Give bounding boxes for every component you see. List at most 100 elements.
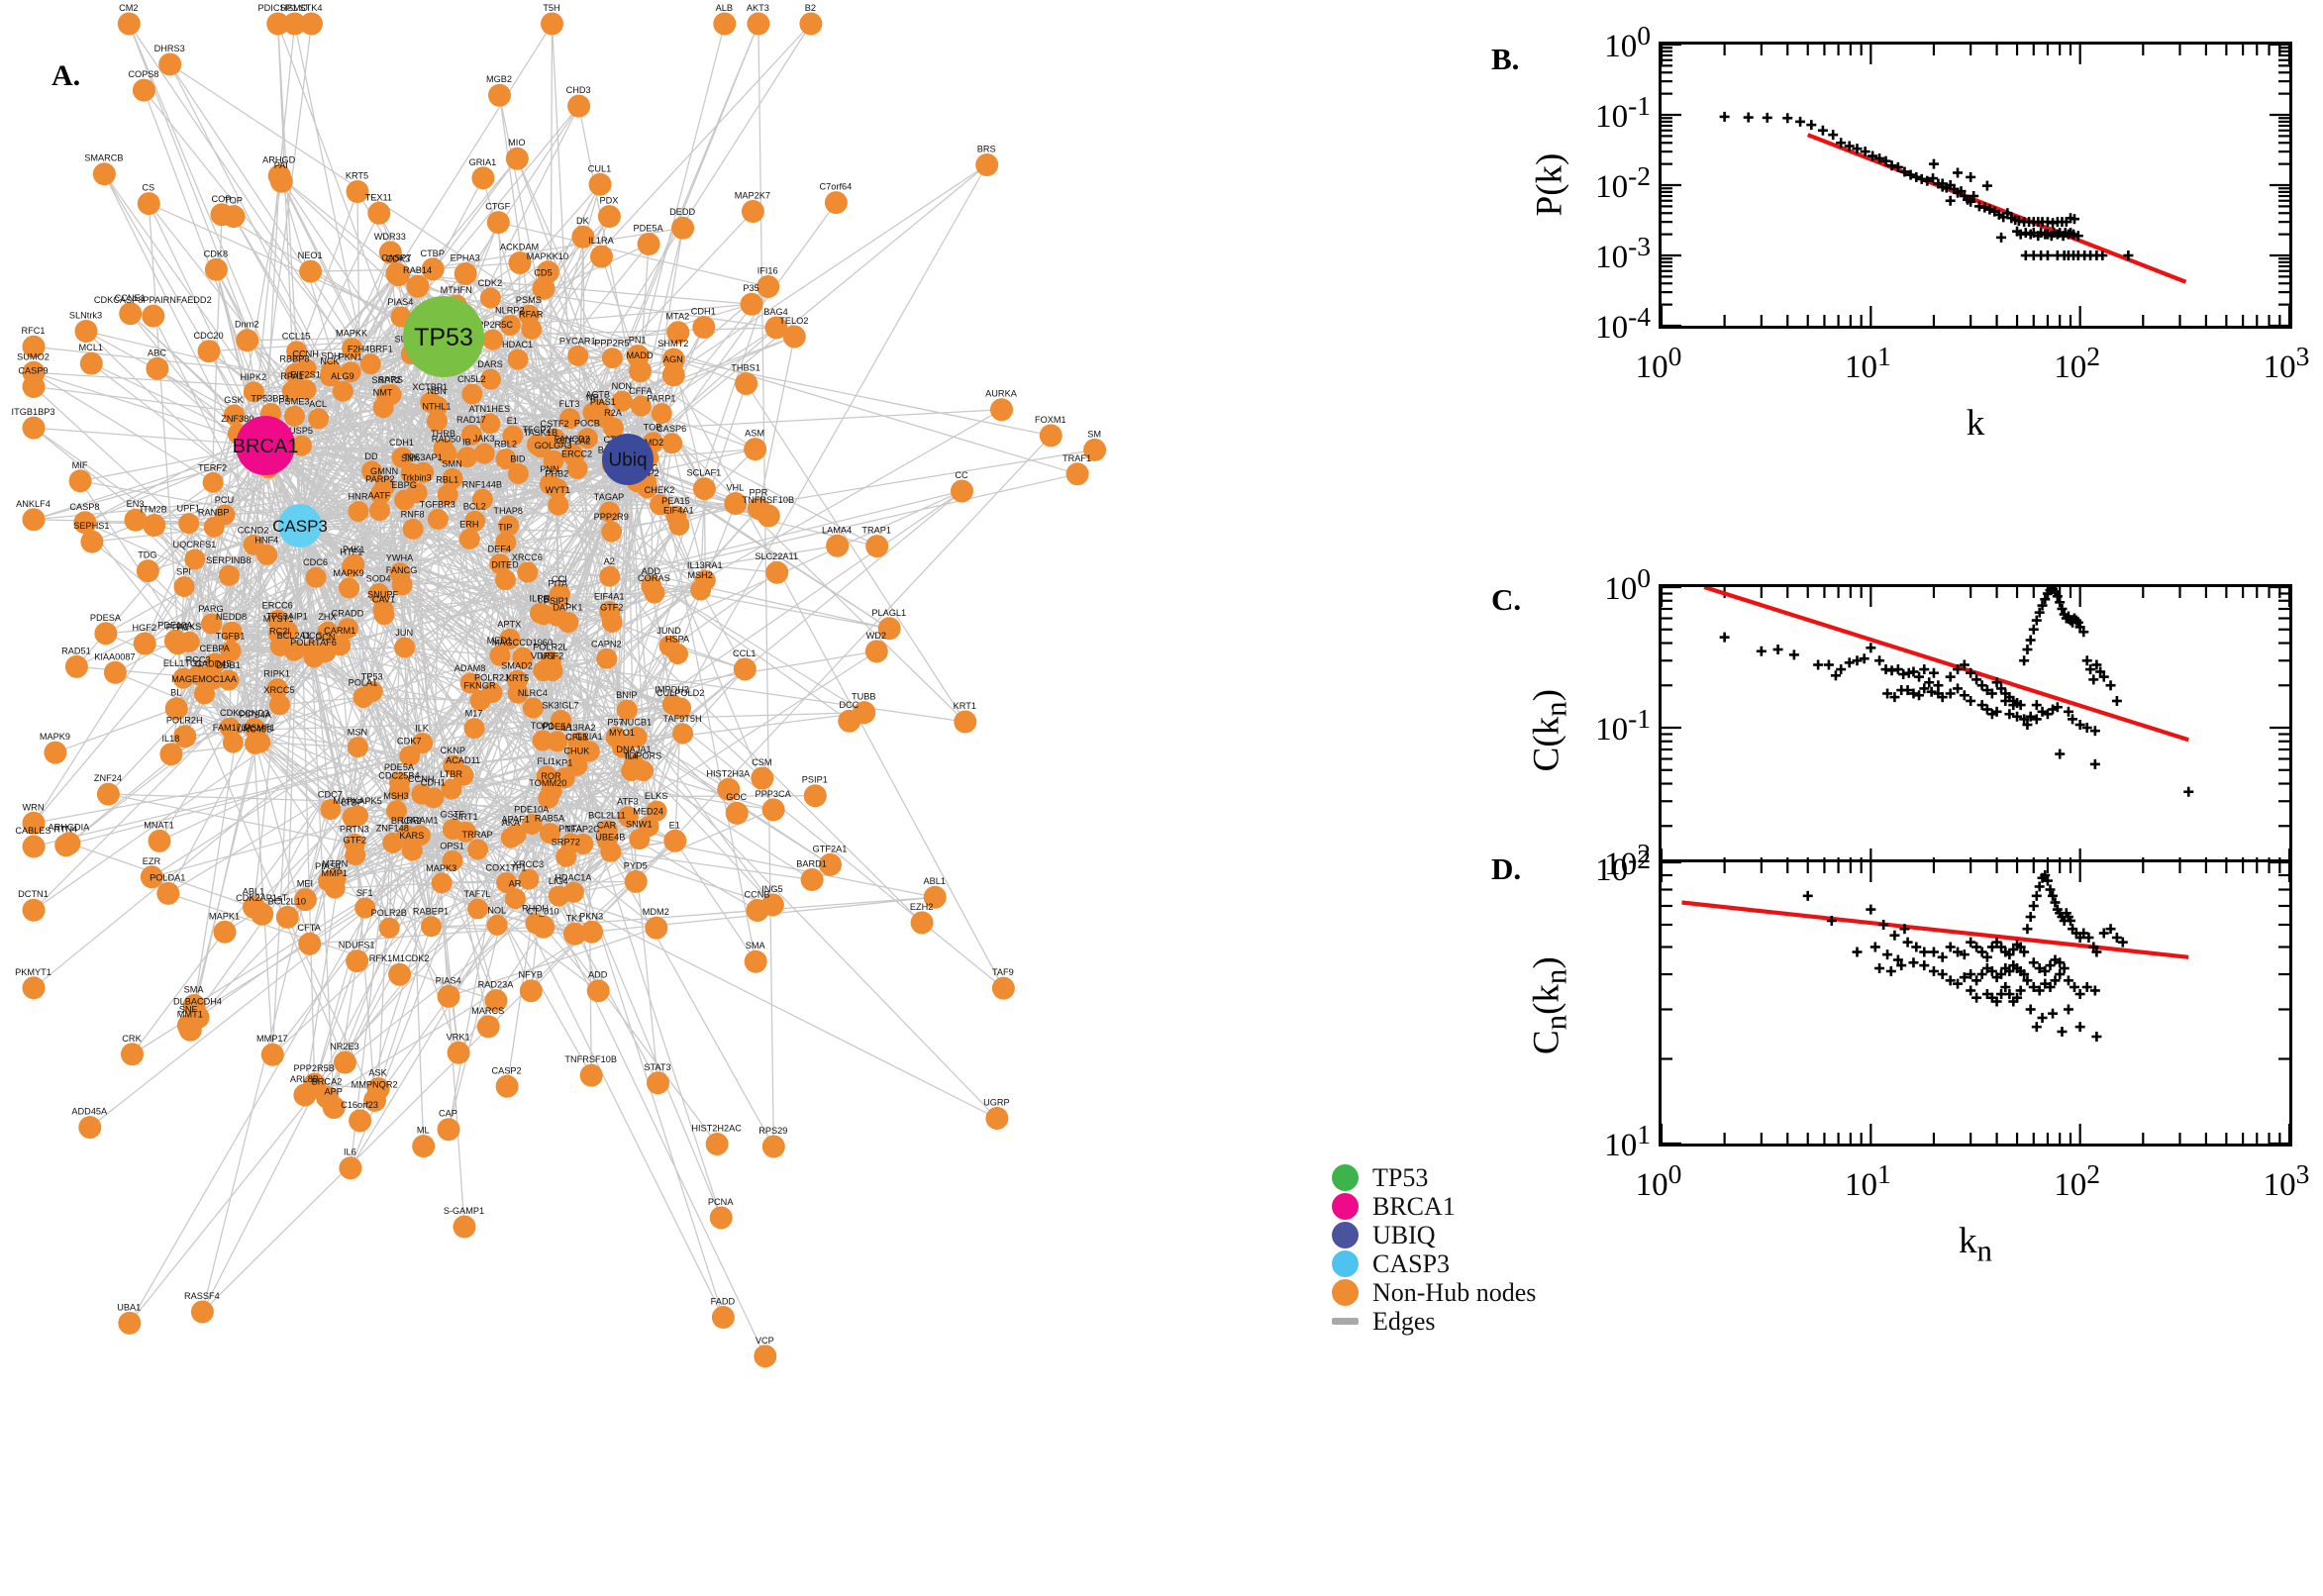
network-node[interactable] [647,1071,669,1095]
network-node[interactable] [495,1074,519,1098]
network-node[interactable] [218,564,240,586]
network-node[interactable] [586,979,610,1003]
network-node[interactable] [94,622,118,646]
network-node[interactable] [342,806,363,828]
network-node[interactable] [402,518,424,540]
network-node[interactable] [507,462,529,484]
network-node[interactable] [599,601,621,623]
network-node[interactable] [178,513,200,535]
network-node[interactable] [645,916,668,940]
network-node[interactable] [990,398,1013,422]
network-node[interactable] [667,644,688,664]
network-node[interactable] [541,12,563,36]
network-node[interactable] [599,565,621,587]
network-node[interactable] [539,473,560,495]
network-node[interactable] [621,760,643,781]
network-node[interactable] [663,829,687,852]
hub-node-brca1[interactable] [236,416,295,475]
network-node[interactable] [386,800,407,822]
network-node[interactable] [744,949,767,973]
network-node[interactable] [549,583,570,605]
network-node[interactable] [547,731,568,752]
network-node[interactable] [757,275,780,298]
network-node[interactable] [394,637,416,658]
network-node[interactable] [354,897,376,919]
network-node[interactable] [412,1135,436,1158]
network-node[interactable] [1039,424,1062,448]
network-node[interactable] [459,672,481,694]
network-node[interactable] [44,741,67,764]
network-node[interactable] [454,821,476,843]
network-node[interactable] [437,484,458,506]
network-node[interactable] [339,1156,362,1180]
network-node[interactable] [601,348,623,369]
network-node[interactable] [744,438,767,461]
network-node[interactable] [495,532,517,553]
network-node[interactable] [489,645,511,666]
network-node[interactable] [661,363,685,387]
network-node[interactable] [173,576,195,597]
hub-node-casp3[interactable] [278,504,322,548]
network-node[interactable] [148,829,171,852]
network-node[interactable] [275,905,299,929]
network-node[interactable] [651,403,672,425]
network-node[interactable] [499,315,521,336]
network-node[interactable] [486,914,508,936]
network-node[interactable] [502,425,524,447]
network-node[interactable] [156,881,180,905]
network-node[interactable] [484,989,508,1013]
network-node[interactable] [782,325,806,349]
network-node[interactable] [746,899,769,922]
network-node[interactable] [315,642,337,663]
network-node[interactable] [266,678,288,700]
network-node[interactable] [661,433,683,454]
network-node[interactable] [269,169,293,193]
network-node[interactable] [269,694,290,716]
network-node[interactable] [540,823,560,845]
network-node[interactable] [426,410,448,432]
network-node[interactable] [724,492,748,515]
network-node[interactable] [471,166,495,190]
network-node[interactable] [245,719,266,741]
network-node[interactable] [137,192,160,216]
network-node[interactable] [184,549,206,570]
network-node[interactable] [348,501,369,522]
network-node[interactable] [73,511,97,535]
network-node[interactable] [243,381,264,403]
network-node[interactable] [443,754,464,776]
network-node[interactable] [373,604,395,626]
network-node[interactable] [580,920,604,944]
network-node[interactable] [320,799,342,820]
network-node[interactable] [548,494,569,516]
network-node[interactable] [499,628,521,649]
network-node[interactable] [436,443,457,464]
network-node[interactable] [344,833,365,854]
network-node[interactable] [236,329,259,352]
network-node[interactable] [508,251,532,274]
network-node[interactable] [629,359,652,383]
network-node[interactable] [361,680,383,702]
network-node[interactable] [399,746,421,766]
network-node[interactable] [368,583,390,604]
network-node[interactable] [340,361,361,383]
network-node[interactable] [617,806,639,828]
network-node[interactable] [385,262,409,285]
network-node[interactable] [747,12,770,36]
network-node[interactable] [406,274,430,298]
network-node[interactable] [596,648,618,669]
network-node[interactable] [74,320,98,343]
network-node[interactable] [864,640,888,663]
network-node[interactable] [359,353,381,375]
network-node[interactable] [427,508,449,530]
network-node[interactable] [800,868,824,891]
network-node[interactable] [803,784,827,808]
network-node[interactable] [824,191,848,215]
network-node[interactable] [361,460,382,482]
network-node[interactable] [764,316,788,340]
network-node[interactable] [409,825,431,847]
network-node[interactable] [630,395,652,417]
network-node[interactable] [505,824,527,846]
network-node[interactable] [347,737,368,758]
network-node[interactable] [143,514,166,537]
network-node[interactable] [601,521,623,543]
